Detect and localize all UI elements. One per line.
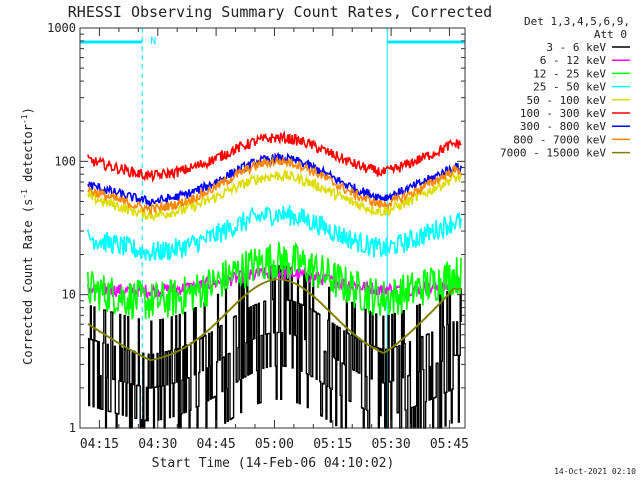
legend-label: 300 - 800 keV xyxy=(520,120,606,133)
series-100-300-kev xyxy=(87,129,462,183)
x-tick-label: 04:15 xyxy=(80,437,119,452)
series-50-100-kev xyxy=(87,168,462,222)
x-tick-label: 05:45 xyxy=(430,437,469,452)
legend-header-line1: Det 1,3,4,5,6,9, xyxy=(524,15,630,28)
x-tick-label: 05:15 xyxy=(313,437,352,452)
y-tick-label: 1 xyxy=(69,421,76,435)
x-tick-label: 05:30 xyxy=(372,437,411,452)
x-axis-label: Start Time (14-Feb-06 04:10:02) xyxy=(152,456,395,471)
footer-timestamp: 14-Oct-2021 02:10 xyxy=(554,467,636,476)
series-line xyxy=(87,129,462,183)
series-line xyxy=(87,204,462,262)
legend-label: 6 - 12 keV xyxy=(540,54,607,67)
series-line xyxy=(87,168,462,222)
x-tick-label: 04:30 xyxy=(138,437,177,452)
series-line xyxy=(87,278,462,361)
legend-header-line2: Att 0 xyxy=(594,28,627,41)
chart-title: RHESSI Observing Summary Count Rates, Co… xyxy=(68,3,492,21)
series-7000-15000-kev xyxy=(87,278,462,361)
x-tick-label: 05:00 xyxy=(255,437,294,452)
y-axis-label: Corrected Count Rate (s-1 detector-1) xyxy=(20,107,35,365)
axes-layer: 1 10 100 1000 04:15 04:30 04:45 05:00 05:15 05:30… xyxy=(47,21,469,452)
legend-label: 7000 - 15000 keV xyxy=(500,147,606,160)
legend-label: 12 - 25 keV xyxy=(533,67,606,80)
series-line xyxy=(87,151,462,207)
series-25-50-kev xyxy=(87,204,462,262)
legend-label: 800 - 7000 keV xyxy=(513,133,606,146)
axes-frame xyxy=(79,27,466,429)
y-tick-label: 1000 xyxy=(47,21,76,35)
legend-label: 50 - 100 keV xyxy=(527,94,607,107)
series-300-800-kev xyxy=(87,151,462,207)
legend-label: 3 - 6 keV xyxy=(546,41,606,54)
series-layer xyxy=(87,129,462,429)
series-line xyxy=(87,241,462,321)
series-12-25-kev xyxy=(87,241,462,321)
y-tick-label: 100 xyxy=(54,154,76,168)
legend-label: 100 - 300 keV xyxy=(520,107,606,120)
series-800-7000-kev xyxy=(87,155,462,215)
x-tick-label: 04:45 xyxy=(197,437,236,452)
series-line xyxy=(87,155,462,215)
legend-label: 25 - 50 keV xyxy=(533,81,606,94)
y-tick-label: 10 xyxy=(62,288,76,302)
saa-marker-label: N xyxy=(150,36,156,47)
